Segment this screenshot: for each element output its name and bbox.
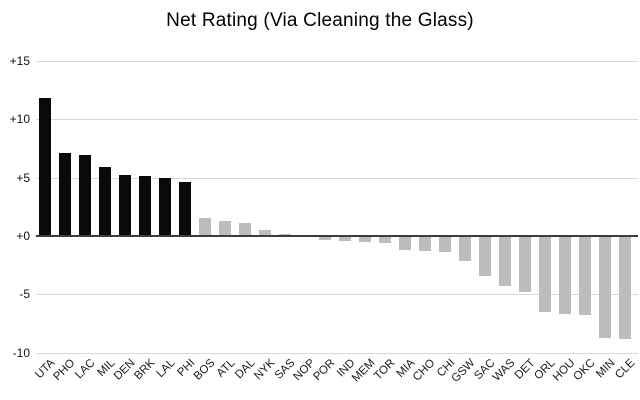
bar-CHI bbox=[439, 236, 451, 252]
x-tick-label-BOS: BOS bbox=[191, 357, 218, 383]
bar-SAC bbox=[479, 236, 491, 276]
bar-WAS bbox=[499, 236, 511, 286]
bar-BOS bbox=[199, 218, 211, 236]
bar-DET bbox=[519, 236, 531, 292]
bar-CHO bbox=[419, 236, 431, 251]
x-tick-label-POR: POR bbox=[311, 357, 338, 384]
bar-UTA bbox=[39, 98, 51, 236]
bar-PHO bbox=[59, 153, 71, 236]
bar-ORL bbox=[539, 236, 551, 312]
gridline--10 bbox=[36, 353, 638, 354]
bar-TOR bbox=[379, 236, 391, 243]
bar-LAL bbox=[159, 178, 171, 236]
gridline-+10 bbox=[36, 119, 638, 120]
gridline-+5 bbox=[36, 178, 638, 179]
bar-POR bbox=[319, 236, 331, 240]
chart-title: Net Rating (Via Cleaning the Glass) bbox=[166, 10, 474, 31]
x-tick-label-ATL: ATL bbox=[214, 357, 238, 380]
zero-axis-line bbox=[36, 235, 638, 237]
bar-BRK bbox=[139, 176, 151, 236]
x-tick-label-LAC: LAC bbox=[73, 357, 98, 382]
x-tick-label-OKC: OKC bbox=[571, 357, 598, 384]
bar-OKC bbox=[579, 236, 591, 315]
x-tick-label-BRK: BRK bbox=[132, 357, 158, 383]
bar-MEM bbox=[359, 236, 371, 242]
bar-MIN bbox=[599, 236, 611, 338]
bar-NYK bbox=[259, 230, 271, 236]
x-tick-label-HOU: HOU bbox=[550, 357, 578, 384]
bar-LAC bbox=[79, 155, 91, 236]
x-tick-label-DEN: DEN bbox=[111, 357, 138, 383]
bar-HOU bbox=[559, 236, 571, 314]
bar-IND bbox=[339, 236, 351, 241]
y-tick-label-+0: +0 bbox=[16, 229, 30, 243]
x-tick-label-MIN: MIN bbox=[594, 357, 618, 381]
bar-PHI bbox=[179, 182, 191, 236]
bar-MIA bbox=[399, 236, 411, 250]
x-tick-label-PHO: PHO bbox=[51, 357, 78, 384]
gridline-+15 bbox=[36, 61, 638, 62]
y-tick-label-+15: +15 bbox=[9, 54, 30, 68]
y-tick-label-+10: +10 bbox=[9, 112, 30, 126]
bar-DAL bbox=[239, 223, 251, 236]
bar-CLE bbox=[619, 236, 631, 339]
x-tick-label-NYK: NYK bbox=[252, 357, 278, 383]
x-tick-label-DAL: DAL bbox=[233, 357, 258, 382]
x-tick-label-NOP: NOP bbox=[291, 357, 318, 384]
bar-DEN bbox=[119, 175, 131, 236]
bar-GSW bbox=[459, 236, 471, 261]
bar-ATL bbox=[219, 221, 231, 236]
bar-MIL bbox=[99, 167, 111, 236]
x-tick-label-CLE: CLE bbox=[613, 357, 638, 382]
y-tick-label--5: -5 bbox=[19, 287, 30, 301]
x-tick-label-CHO: CHO bbox=[410, 357, 438, 384]
x-tick-label-SAS: SAS bbox=[272, 357, 298, 382]
y-tick-label--10: -10 bbox=[12, 346, 30, 360]
gridline--5 bbox=[36, 294, 638, 295]
x-tick-label-DET: DET bbox=[512, 357, 538, 382]
x-tick-label-WAS: WAS bbox=[490, 357, 518, 384]
y-tick-label-+5: +5 bbox=[16, 171, 30, 185]
x-tick-label-LAL: LAL bbox=[154, 357, 178, 380]
x-tick-label-TOR: TOR bbox=[371, 357, 398, 383]
